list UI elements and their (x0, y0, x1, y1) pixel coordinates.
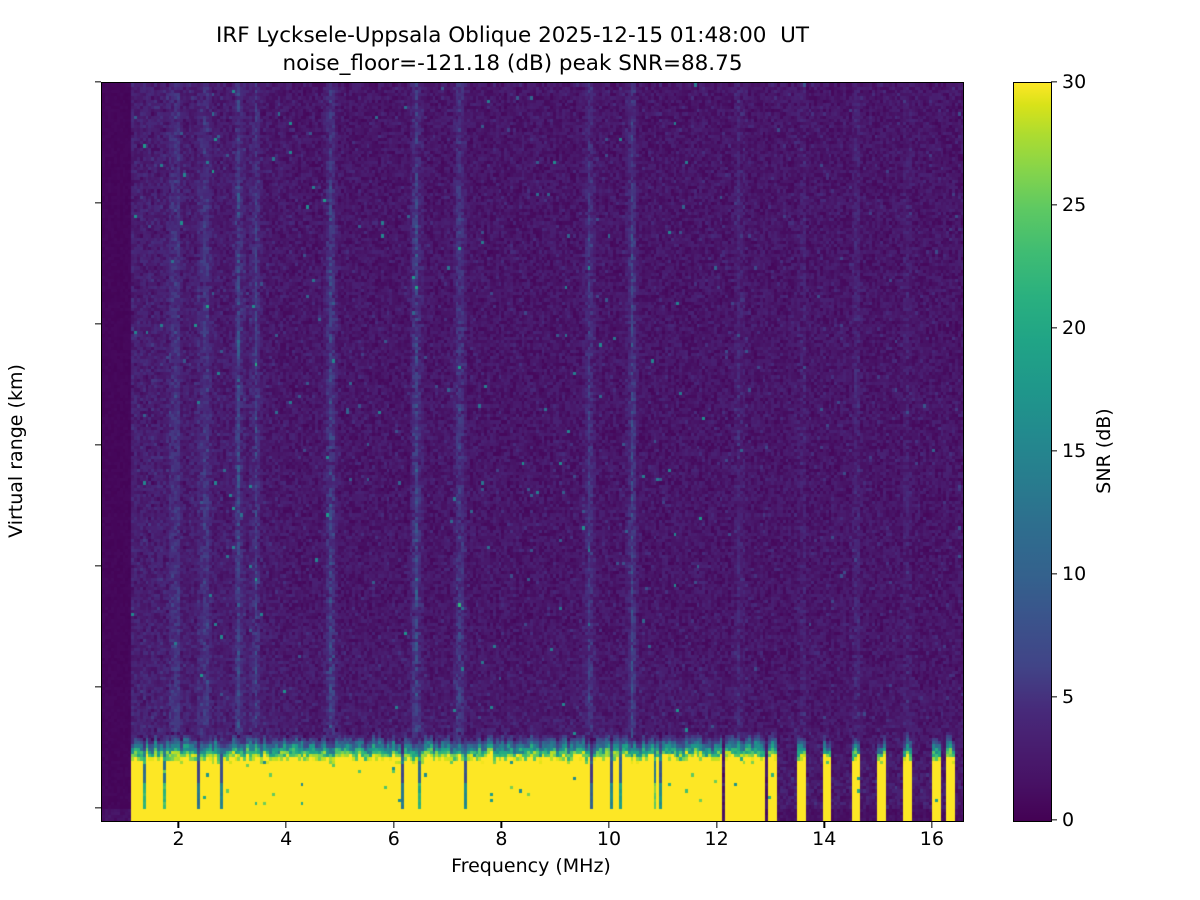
x-tick-mark (177, 821, 180, 828)
y-tick-mark (95, 81, 101, 83)
x-tick-mark (931, 821, 933, 828)
x-tick-mark (608, 821, 610, 828)
x-tick-label: 8 (495, 828, 508, 850)
figure-title: IRF Lycksele-Uppsala Oblique 2025-12-15 … (0, 22, 1025, 78)
colorbar-tick-mark (1051, 327, 1058, 329)
x-tick-mark (715, 821, 718, 828)
colorbar-tick-label: 20 (1062, 317, 1087, 339)
y-tick-mark (95, 202, 101, 204)
x-tick-label: 6 (387, 828, 400, 850)
colorbar-tick-label: 5 (1062, 686, 1075, 708)
colorbar-tick-mark (1051, 450, 1058, 452)
plot-area (101, 82, 964, 822)
colorbar-label: SNR (dB) (1093, 408, 1115, 494)
colorbar-tick-mark (1051, 573, 1058, 575)
x-tick-label: 12 (704, 828, 729, 850)
y-tick-mark (95, 565, 101, 567)
title-line-2: noise_floor=-121.18 (dB) peak SNR=88.75 (282, 50, 743, 76)
colorbar-tick-label: 0 (1062, 809, 1075, 831)
x-axis-label: Frequency (MHz) (451, 855, 611, 877)
colorbar-tick-label: 15 (1062, 440, 1087, 462)
y-axis-label: Virtual range (km) (5, 364, 27, 538)
colorbar-tick-label: 10 (1062, 563, 1087, 585)
colorbar (1013, 82, 1052, 822)
x-tick-mark (393, 821, 395, 828)
y-tick-mark (95, 807, 101, 809)
title-line-1: IRF Lycksele-Uppsala Oblique 2025-12-15 … (216, 23, 809, 48)
colorbar-tick-label: 25 (1062, 194, 1087, 216)
ionogram-heatmap (102, 83, 963, 821)
x-tick-label: 14 (812, 828, 837, 850)
y-tick-mark (95, 323, 101, 325)
colorbar-tick-label: 30 (1062, 71, 1087, 93)
colorbar-tick-mark (1051, 81, 1058, 83)
x-tick-mark (285, 821, 287, 828)
x-tick-label: 2 (172, 828, 185, 850)
x-tick-mark (500, 821, 503, 828)
x-tick-label: 10 (596, 828, 622, 850)
y-tick-mark (95, 686, 101, 688)
colorbar-tick-mark (1051, 819, 1058, 821)
x-tick-label: 4 (280, 828, 293, 850)
y-tick-mark (95, 444, 101, 446)
colorbar-tick-mark (1051, 204, 1058, 206)
x-tick-mark (823, 821, 825, 828)
colorbar-tick-mark (1051, 696, 1058, 698)
x-tick-label: 16 (919, 828, 944, 850)
